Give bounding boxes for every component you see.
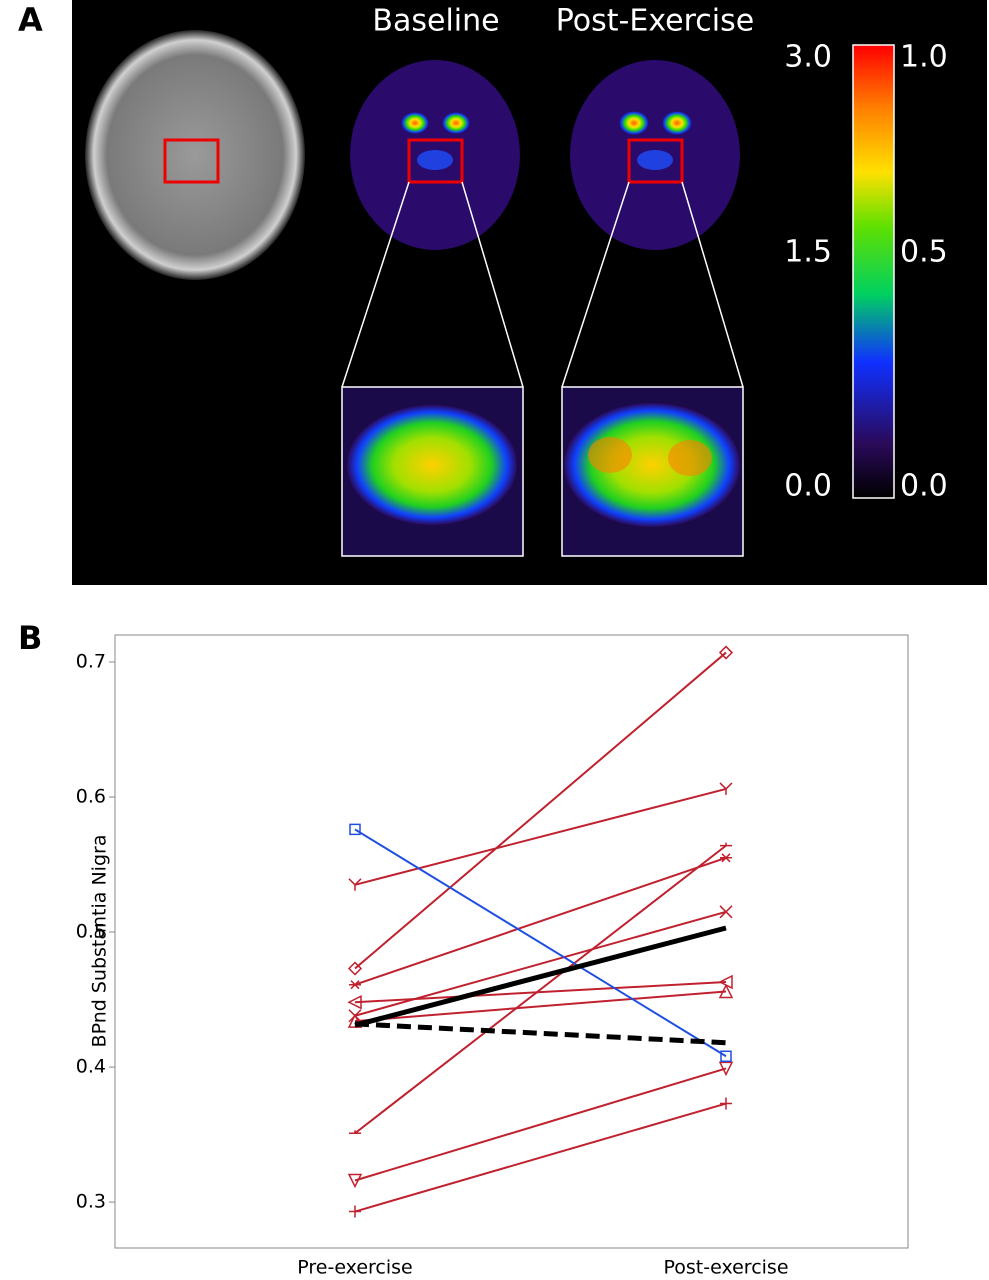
marker: [347, 1173, 363, 1189]
panel-label: A: [18, 1, 43, 39]
y-tick-label: 0.5: [76, 921, 106, 943]
roi-box: [627, 138, 684, 184]
marker: [348, 1009, 362, 1023]
series-line: [354, 1067, 727, 1182]
marker: [718, 983, 734, 999]
marker: [720, 853, 732, 863]
plot-frame: [114, 634, 909, 1249]
series-line: [354, 844, 727, 1135]
y-axis-label: BPnd Substantia Nigra: [89, 835, 111, 1048]
y-tick-label: 0.6: [76, 786, 106, 808]
colorbar-label: 0.0: [900, 469, 948, 504]
marker: [720, 842, 732, 847]
series-line: [354, 651, 727, 970]
colorbar-label: 3.0: [784, 40, 832, 75]
series-line: [354, 1102, 727, 1213]
series-line: [354, 910, 727, 1017]
mri-image: [85, 30, 305, 280]
marker: [349, 823, 361, 836]
marker: [720, 1050, 732, 1063]
series-line: [354, 925, 727, 1028]
panel-label: B: [18, 619, 42, 657]
series-line: [354, 856, 727, 986]
zoom-lines: [341, 181, 744, 388]
colorbar-label: 1.0: [900, 40, 948, 75]
marker: [718, 645, 734, 660]
y-tick-label: 0.3: [76, 1191, 106, 1213]
marker: [348, 878, 362, 891]
x-tick-label: Post-exercise: [663, 1257, 788, 1279]
marker: [347, 1013, 363, 1028]
series-line: [354, 1021, 727, 1046]
column-title: Baseline: [372, 4, 499, 39]
roi-box: [407, 138, 464, 184]
marker: [349, 980, 361, 990]
y-tick-label: 0.4: [76, 1056, 106, 1078]
marker: [718, 974, 733, 990]
series-line: [354, 787, 727, 886]
colorbar-label: 0.5: [900, 235, 948, 270]
roi-box: [163, 138, 220, 184]
series-line: [354, 828, 727, 1058]
marker: [349, 1130, 361, 1134]
pet-baseline: [350, 60, 520, 250]
marker: [719, 905, 733, 919]
zoom-post: [561, 386, 744, 557]
marker: [720, 1097, 732, 1110]
colorbar: [852, 44, 895, 499]
colorbar-label: 0.0: [784, 469, 832, 504]
series-line: [354, 990, 727, 1023]
marker: [718, 1061, 734, 1077]
x-tick-label: Pre-exercise: [297, 1257, 412, 1279]
colorbar-label: 1.5: [784, 235, 832, 270]
marker: [347, 995, 362, 1010]
zoom-baseline: [341, 386, 524, 557]
column-title: Post-Exercise: [556, 4, 754, 39]
marker: [349, 1205, 361, 1218]
marker: [347, 961, 363, 976]
marker: [719, 782, 733, 795]
pet-post: [570, 60, 740, 250]
y-tick-label: 0.7: [76, 651, 106, 673]
